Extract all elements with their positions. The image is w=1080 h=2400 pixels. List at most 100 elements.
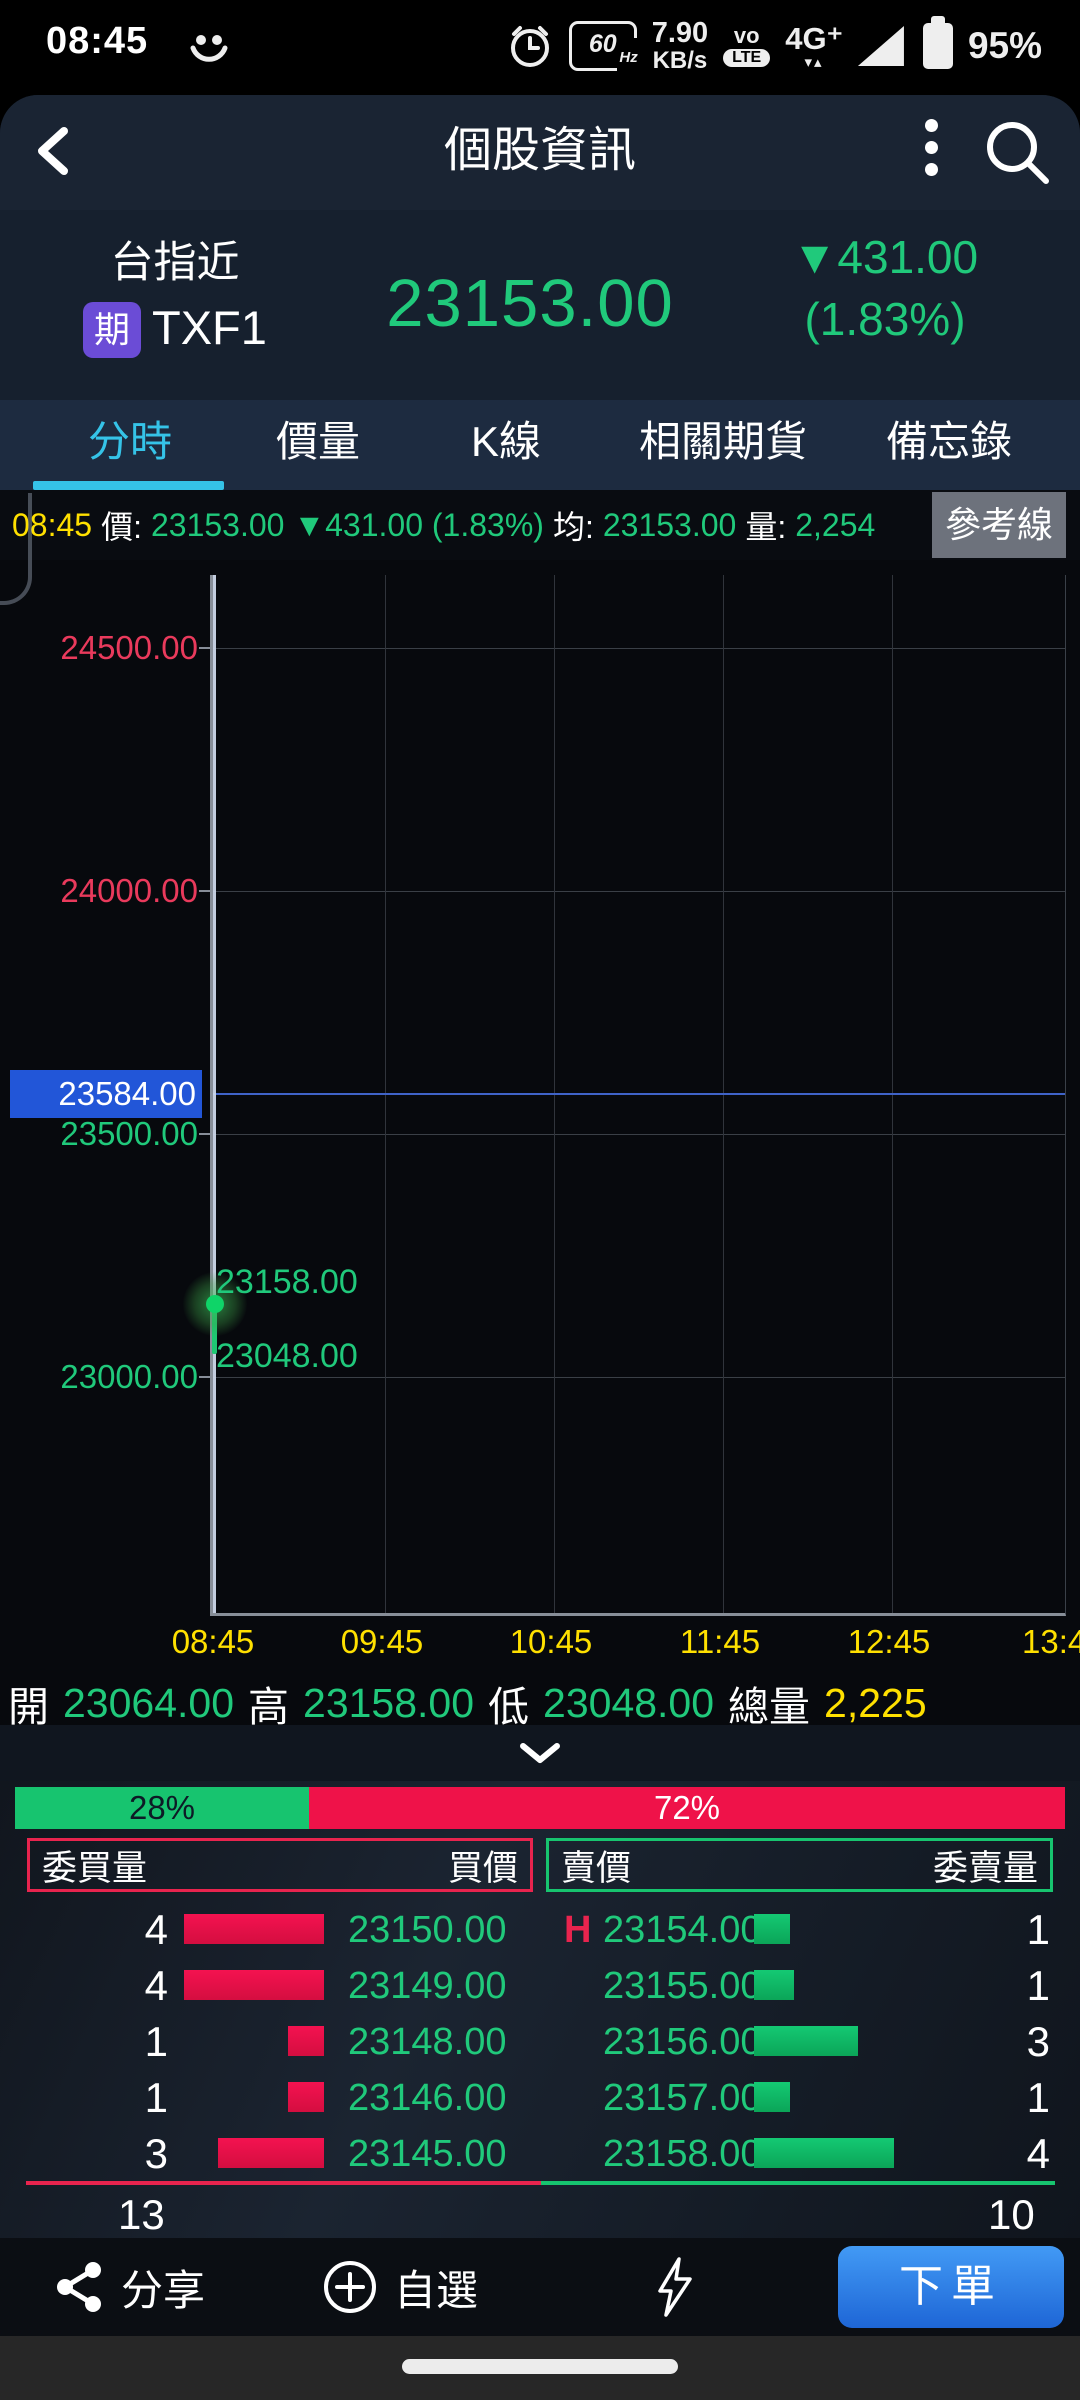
info-vol: 2,254 [795, 506, 876, 543]
high-label: 高 [248, 1684, 290, 1730]
open-label: 開 [8, 1684, 49, 1730]
ohlc-summary: 開 23064.00 高 23158.00 低 23048.00 總量 2,22… [8, 1673, 927, 1733]
ask-volume-bar [754, 2082, 790, 2112]
ask-header-box: 賣價 委賣量 [546, 1838, 1053, 1892]
bid-price[interactable]: 23150.00 [348, 1909, 507, 1951]
bid-price[interactable]: 23148.00 [348, 2021, 507, 2063]
order-book-row[interactable]: 1 23146.00 23157.00 1 [0, 2069, 1080, 2125]
instrument-symbol: TXF1 [152, 301, 267, 354]
y-axis-label: 23500.00 [60, 1115, 198, 1152]
volte-icon: vo LTE [723, 25, 771, 67]
bid-total: 13 [118, 2191, 165, 2238]
gridline-24000 [213, 891, 1065, 892]
bid-qty: 4 [144, 1906, 168, 1953]
ytick [199, 1376, 213, 1378]
bid-qty: 4 [144, 1962, 168, 2009]
bid-header-box: 委買量 買價 [27, 1838, 533, 1892]
network-type-icon: 4G⁺ ▾▴ [785, 20, 843, 71]
ask-qty: 1 [1026, 1906, 1050, 1953]
high-annotation: 23158.00 [216, 1263, 358, 1301]
crosshair-vertical-line [213, 575, 216, 1613]
lightning-icon [658, 2257, 692, 2317]
gridline-24500 [213, 648, 1065, 649]
ask-price[interactable]: 23158.00 [603, 2133, 762, 2175]
edge-panel-handle[interactable] [0, 493, 32, 605]
reference-line-button[interactable]: 參考線 [932, 492, 1066, 558]
chart-background [0, 560, 1080, 1725]
low-annotation: 23048.00 [216, 1337, 358, 1375]
network-speed: 7.90 KB/s [651, 16, 709, 74]
share-icon [57, 2262, 101, 2312]
change-value: ▼431.00 [791, 231, 979, 283]
search-icon[interactable] [978, 113, 1058, 193]
bid-qty: 3 [144, 2130, 168, 2177]
bid-qty: 1 [144, 2018, 168, 2065]
info-price-label: 價: [101, 509, 142, 545]
status-icons: 60 Hz 7.90 KB/s vo LTE 4G⁺ ▾▴ 95% [506, 16, 1042, 78]
ask-price[interactable]: 23155.00 [603, 1965, 762, 2007]
info-avg: 23153.00 [602, 506, 737, 543]
battery-icon [922, 16, 953, 69]
gesture-nav-strip [0, 2336, 1080, 2400]
ytick [199, 647, 213, 649]
x-axis-label: 10:45 [509, 1623, 593, 1660]
gridline-23000 [213, 1377, 1065, 1378]
add-watchlist-button[interactable]: 自選 [322, 2238, 478, 2336]
ask-price[interactable]: 23157.00 [603, 2077, 762, 2119]
ask-qty: 1 [1026, 1962, 1050, 2009]
bottom-action-bar: 分享 自選 下單 [0, 2238, 1080, 2336]
x-axis-label: 13:45 [1022, 1623, 1080, 1660]
tab-minute-chart[interactable]: 分時 [87, 418, 172, 465]
minute-chart[interactable] [183, 575, 1066, 1616]
ask-price[interactable]: 23154.00 [603, 1909, 762, 1951]
x-axis-label: 08:45 [171, 1623, 255, 1660]
open-value: 23064.00 [63, 1679, 235, 1726]
ytick [199, 890, 213, 892]
tab-kline[interactable]: K線 [470, 418, 541, 465]
ask-total: 10 [988, 2191, 1035, 2238]
ask-volume-bar [754, 2026, 858, 2056]
low-label: 低 [488, 1684, 530, 1730]
active-tab-underline [33, 481, 224, 490]
tab-bar: 分時 價量 K線 相關期貨 備忘錄 [0, 400, 1080, 490]
y-axis-label: 24500.00 [60, 629, 198, 666]
share-button[interactable]: 分享 [55, 2238, 205, 2336]
expand-panel-control[interactable] [0, 1740, 1080, 1780]
smiley-face-icon [190, 35, 228, 62]
change-percent: (1.83%) [804, 293, 966, 345]
more-menu-icon[interactable] [925, 119, 938, 176]
watchlist-label: 自選 [394, 2266, 479, 2314]
reference-price-tag: 23584.00 [10, 1070, 202, 1118]
bid-volume-bar [184, 1970, 324, 2000]
home-indicator[interactable] [402, 2359, 678, 2374]
ask-price[interactable]: 23156.00 [603, 2021, 762, 2063]
info-avg-label: 均: [552, 509, 594, 545]
bid-volume-bar [288, 2026, 324, 2056]
quick-trade-button[interactable] [652, 2238, 696, 2336]
tab-memo[interactable]: 備忘錄 [885, 418, 1012, 465]
last-price-dot [206, 1295, 224, 1313]
order-book-row[interactable]: 3 23145.00 23158.00 4 [0, 2125, 1080, 2181]
order-book-row[interactable]: 4 23150.00 H 23154.00 1 [0, 1901, 1080, 1957]
reference-price-line [213, 1093, 1065, 1095]
place-order-button[interactable]: 下單 [838, 2246, 1064, 2328]
page-title: 個股資訊 [443, 124, 636, 177]
bid-price[interactable]: 23145.00 [348, 2133, 507, 2175]
order-book-row[interactable]: 4 23149.00 23155.00 1 [0, 1957, 1080, 2013]
bid-price[interactable]: 23146.00 [348, 2077, 507, 2119]
back-icon[interactable] [28, 121, 84, 181]
info-vol-label: 量: [745, 509, 787, 545]
ytick [199, 1133, 213, 1135]
x-axis-label: 12:45 [847, 1623, 931, 1660]
tab-related-futures[interactable]: 相關期貨 [638, 418, 807, 465]
ask-volume-bar [754, 1970, 794, 2000]
bid-price[interactable]: 23149.00 [348, 1965, 507, 2007]
tab-price-volume[interactable]: 價量 [275, 418, 360, 465]
order-book-rows: 4 23150.00 H 23154.00 1 4 23149.00 23155… [0, 1901, 1080, 2181]
total-volume-value: 2,225 [824, 1679, 927, 1726]
order-book-row[interactable]: 1 23148.00 23156.00 3 [0, 2013, 1080, 2069]
quote-info-bar: 08:45 價: 23153.00 ▼431.00 (1.83%) 均: 231… [0, 490, 1080, 560]
x-axis-label: 11:45 [679, 1623, 761, 1660]
status-bar: 08:45 60 Hz 7.90 KB/s vo LTE 4G⁺ [0, 0, 1080, 95]
ask-qty-header: 委賣量 [932, 1848, 1038, 1888]
